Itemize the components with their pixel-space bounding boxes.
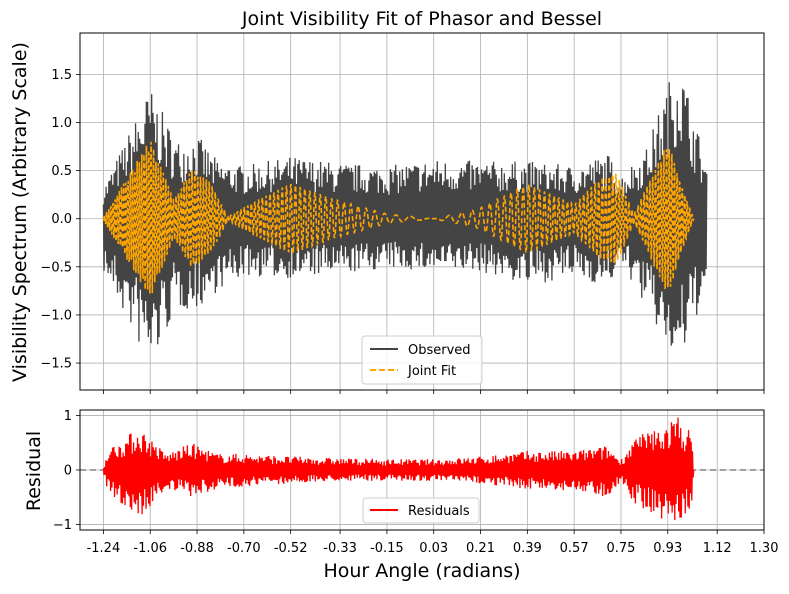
- chart-title: Joint Visibility Fit of Phasor and Besse…: [241, 8, 602, 30]
- top-y-tick-label: 0.5: [51, 164, 72, 179]
- top-y-tick-label: −1.5: [40, 357, 72, 372]
- top-y-tick-label: 1.0: [51, 116, 72, 131]
- top-y-tick-label: 1.5: [51, 68, 72, 83]
- x-tick-label: 0.21: [466, 541, 495, 556]
- bottom-legend-box: [362, 497, 480, 524]
- top-y-ticks: −1.5 −1.0 −0.5 0.0 0.5 1.0 1.5: [40, 68, 80, 372]
- x-tick-label: -1.06: [133, 541, 167, 556]
- top-y-tick-label: 0.0: [51, 212, 72, 227]
- x-tick-label: 0.57: [560, 541, 589, 556]
- x-tick-label: -0.33: [323, 541, 357, 556]
- bottom-panel: −1 0 1 -1.24 -1.06 -0.88 -0.70 -0.52 -0.33 -0.15…: [23, 409, 778, 582]
- x-tick-label: 0.39: [513, 541, 542, 556]
- bottom-y-tick-label: 1: [64, 409, 72, 424]
- bottom-x-ticks: -1.24 -1.06 -0.88 -0.70 -0.52 -0.33 -0.15 0.03 0…: [87, 530, 779, 556]
- x-axis-label: Hour Angle (radians): [323, 560, 520, 582]
- residuals-series: [102, 417, 695, 521]
- x-tick-label: 0.93: [653, 541, 682, 556]
- x-tick-label: -0.15: [370, 541, 404, 556]
- x-tick-label: -1.24: [87, 541, 121, 556]
- bottom-y-tick-label: 0: [64, 464, 72, 479]
- legend-residuals-label: Residuals: [408, 504, 470, 519]
- top-axes-frame: [79, 32, 765, 391]
- top-y-axis-label: Visibility Spectrum (Arbitrary Scale): [9, 42, 31, 382]
- legend-observed-label: Observed: [408, 343, 471, 358]
- top-y-tick-label: −0.5: [40, 260, 72, 275]
- x-tick-label: 0.75: [606, 541, 635, 556]
- bottom-y-tick-label: −1: [53, 518, 72, 533]
- residuals-line: [102, 417, 695, 521]
- top-x-ticks: [103, 390, 765, 394]
- x-tick-label: 0.03: [419, 541, 448, 556]
- joint-fit-line: [102, 141, 695, 294]
- x-tick-label: 1.12: [703, 541, 732, 556]
- bottom-y-axis-label: Residual: [23, 431, 45, 511]
- x-tick-label: -0.70: [227, 541, 261, 556]
- joint-fit-series: [102, 141, 695, 294]
- legend-fit-label: Joint Fit: [407, 364, 456, 379]
- x-tick-label: -0.52: [274, 541, 308, 556]
- x-tick-label: 1.30: [750, 541, 779, 556]
- x-tick-label: -0.88: [180, 541, 214, 556]
- bottom-legend: Residuals: [362, 497, 480, 524]
- top-panel: −1.5 −1.0 −0.5 0.0 0.5 1.0 1.5 Joint Visibilit…: [9, 8, 765, 394]
- top-y-tick-label: −1.0: [40, 308, 72, 323]
- bottom-y-ticks: −1 0 1: [53, 409, 80, 533]
- top-legend: Observed Joint Fit: [361, 335, 483, 385]
